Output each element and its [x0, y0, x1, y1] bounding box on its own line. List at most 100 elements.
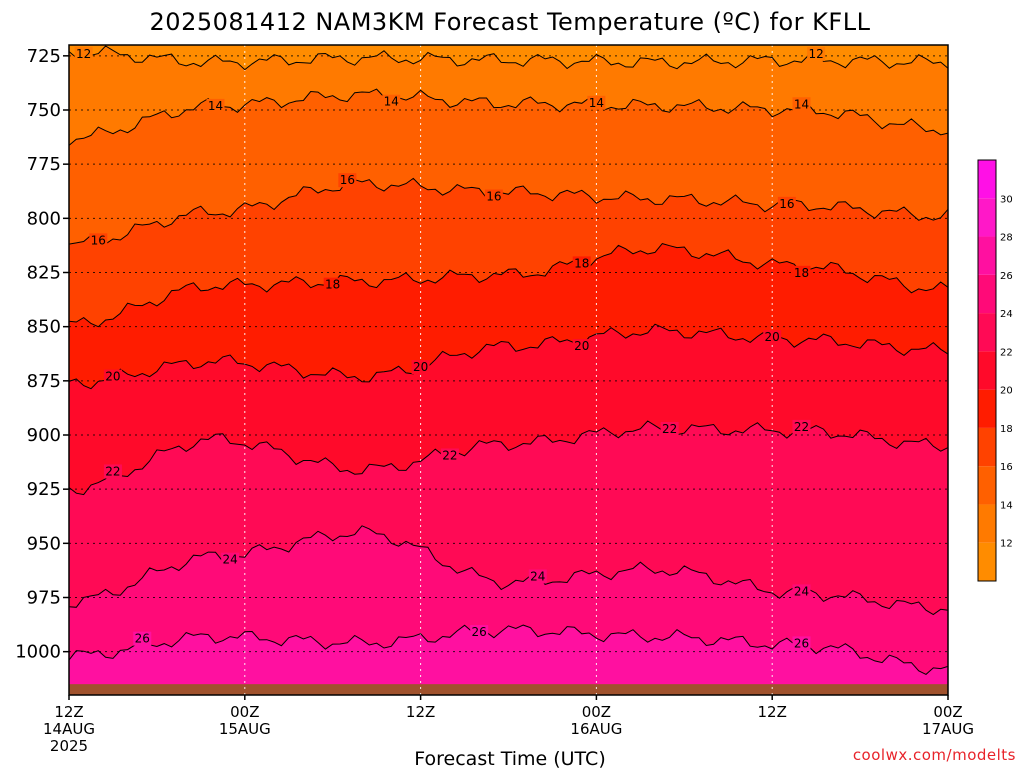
colorbar-cell: [978, 160, 996, 199]
contour-label: 14: [794, 97, 809, 111]
band-fill: [69, 421, 948, 615]
contour-label: 24: [794, 584, 809, 598]
contour-label-bg: [660, 421, 679, 436]
contour-label: 14: [589, 96, 604, 110]
contour-label-bg: [133, 631, 152, 646]
colorbar-cell: [978, 427, 996, 467]
colorbar-cell: [978, 389, 996, 428]
y-tick-label: 925: [27, 479, 61, 500]
contour-label: 20: [574, 339, 589, 353]
contour-label-bg: [792, 584, 811, 599]
contour-label-bg: [777, 196, 796, 211]
y-tick-label: 875: [27, 371, 61, 392]
plot-frame: [68, 44, 949, 696]
contour-label-bg: [484, 189, 503, 204]
colorbar-tick-label: 12: [1000, 539, 1013, 550]
colorbar-tick-label: 18: [1000, 424, 1013, 435]
contour-label-bg: [382, 94, 401, 109]
x-tick-label: 15AUG: [219, 720, 271, 738]
ground-fill: [69, 684, 948, 695]
x-tick-label: 17AUG: [922, 720, 974, 738]
x-tick-label: 12Z: [406, 703, 435, 721]
contour-label-bg: [74, 46, 93, 61]
contour-label: 24: [223, 553, 238, 567]
contour-label-bg: [206, 98, 225, 113]
contour-label: 22: [105, 464, 120, 478]
chart-title: 2025081412 NAM3KM Forecast Temperature (…: [150, 8, 871, 36]
contour-label-bg: [103, 369, 122, 384]
contour-label: 24: [530, 569, 545, 583]
contour-label: 22: [794, 420, 809, 434]
colorbar-cell: [978, 542, 996, 581]
contour-label: 20: [765, 330, 780, 344]
colorbar-tick-label: 24: [1000, 309, 1013, 320]
contour-label: 16: [779, 197, 794, 211]
contour-label: 18: [794, 266, 809, 280]
contour-label-bg: [323, 277, 342, 292]
colorbar-tick-label: 28: [1000, 233, 1013, 244]
contour-label-bg: [807, 46, 826, 61]
colorbar-cell: [978, 274, 996, 314]
x-tick-label: 14AUG: [43, 720, 95, 738]
contour-label: 26: [135, 632, 150, 646]
contour-label: 16: [91, 233, 106, 247]
contour-label: 22: [442, 448, 457, 462]
contour-label: 26: [794, 636, 809, 650]
contour-label-bg: [528, 569, 547, 584]
contour-label-bg: [792, 419, 811, 434]
colorbar-tick-label: 22: [1000, 347, 1013, 358]
x-axis-label: Forecast Time (UTC): [414, 748, 605, 768]
band-fill: [69, 324, 948, 495]
contour-label-bg: [572, 339, 591, 354]
x-tick-label: 00Z: [933, 703, 962, 721]
y-tick-label: 1000: [15, 642, 61, 663]
y-tick-label: 775: [27, 154, 61, 175]
y-tick-label: 900: [27, 425, 61, 446]
x-tick-label: 12Z: [54, 703, 83, 721]
contour-label: 16: [340, 173, 355, 187]
contour-label-bg: [411, 360, 430, 375]
band-fill: [69, 89, 948, 245]
contour-label: 14: [384, 95, 399, 109]
contour-label-bg: [338, 173, 357, 188]
colorbar-tick-label: 26: [1000, 271, 1013, 282]
x-tick-label: 00Z: [582, 703, 611, 721]
colorbar-cell: [978, 466, 996, 505]
colorbar: 12 14 16 18 20 22 24 26 28 30: [977, 159, 1013, 582]
y-tick-label: 750: [27, 100, 61, 121]
contour-label: 18: [325, 278, 340, 292]
contour-line: [68, 45, 949, 71]
y-tick-label: 975: [27, 588, 61, 609]
contour-label-bg: [572, 256, 591, 271]
x-tick-label: 12Z: [758, 703, 787, 721]
contour-line: [68, 323, 949, 390]
contour-label: 16: [486, 190, 501, 204]
x-tick-label: 16AUG: [570, 720, 622, 738]
contour-label-bg: [470, 625, 489, 640]
colorbar-tick-label: 20: [1000, 386, 1013, 397]
colorbar-cell: [978, 504, 996, 543]
band-fill: [69, 243, 948, 389]
x-tick-label: 2025: [50, 737, 88, 755]
plot-area: 12 12 14 14 14 14 16 16 16 16 18 18 18 20 20 20 20 22 22 22…: [68, 45, 949, 695]
contour-label: 14: [208, 99, 223, 113]
colorbar-tick-label: 14: [1000, 500, 1013, 511]
contour-label: 20: [105, 370, 120, 384]
colorbar-cell: [978, 236, 996, 275]
contour-label: 22: [662, 422, 677, 436]
contour-label-bg: [792, 636, 811, 651]
contour-label: 12: [809, 47, 824, 61]
band-fill: [69, 46, 948, 146]
colorbar-frame: [977, 159, 997, 582]
credit-text: coolwx.com/modelts: [853, 746, 1016, 764]
contour-label-bg: [792, 97, 811, 112]
contour-line: [68, 177, 949, 245]
contour-label: 12: [76, 47, 91, 61]
contour-label-bg: [587, 95, 606, 110]
axes: 725 750 775 800 825 850 875 900 925 950 975 1000 12Z…: [15, 44, 974, 755]
colorbar-cell: [978, 313, 996, 352]
y-tick-label: 725: [27, 46, 61, 67]
contour-label-bg: [89, 233, 108, 248]
colorbar-cell: [978, 198, 996, 237]
